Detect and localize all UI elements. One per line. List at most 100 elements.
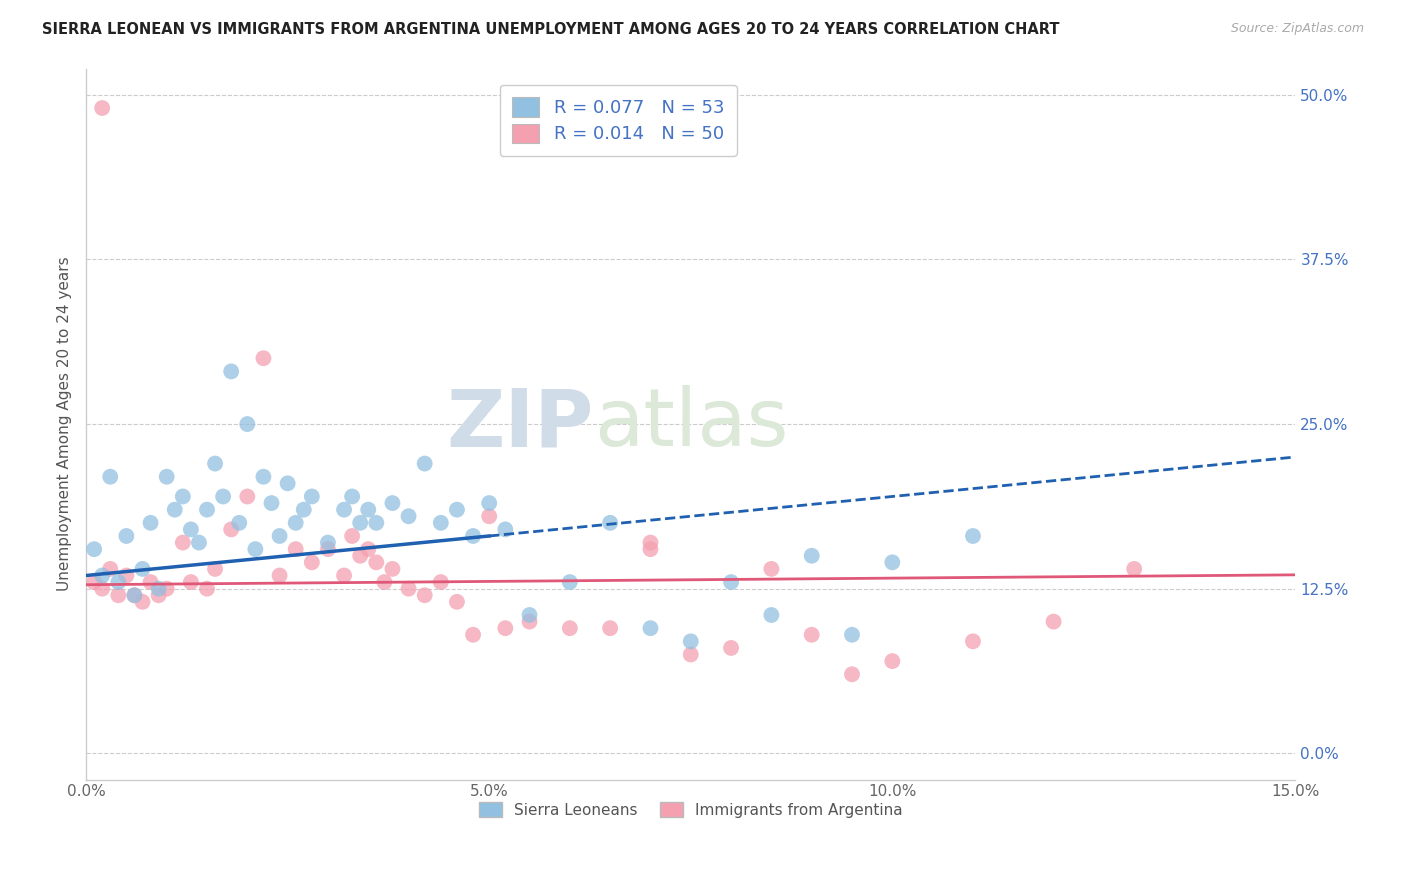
Point xyxy=(187,535,209,549)
Point xyxy=(269,568,291,582)
Point xyxy=(430,516,453,530)
Point xyxy=(180,523,202,537)
Point xyxy=(720,575,742,590)
Point xyxy=(1123,562,1146,576)
Text: SIERRA LEONEAN VS IMMIGRANTS FROM ARGENTINA UNEMPLOYMENT AMONG AGES 20 TO 24 YEA: SIERRA LEONEAN VS IMMIGRANTS FROM ARGENT… xyxy=(42,22,1060,37)
Point xyxy=(340,490,363,504)
Point xyxy=(519,607,541,622)
Point xyxy=(333,568,356,582)
Point xyxy=(156,582,179,596)
Point xyxy=(761,607,783,622)
Point xyxy=(333,502,356,516)
Point xyxy=(98,562,121,576)
Point xyxy=(91,101,114,115)
Point xyxy=(373,575,395,590)
Point xyxy=(139,516,162,530)
Text: atlas: atlas xyxy=(593,385,789,463)
Point xyxy=(720,640,742,655)
Point xyxy=(260,496,283,510)
Point xyxy=(349,549,371,563)
Point xyxy=(107,588,129,602)
Point xyxy=(413,588,436,602)
Point xyxy=(83,575,105,590)
Point xyxy=(115,529,138,543)
Point xyxy=(316,535,339,549)
Point xyxy=(679,634,702,648)
Point xyxy=(841,667,863,681)
Text: Source: ZipAtlas.com: Source: ZipAtlas.com xyxy=(1230,22,1364,36)
Point xyxy=(219,364,242,378)
Point xyxy=(284,516,307,530)
Point xyxy=(478,509,501,524)
Point xyxy=(381,496,404,510)
Point xyxy=(98,469,121,483)
Point xyxy=(640,621,662,635)
Point xyxy=(172,490,194,504)
Point xyxy=(131,595,153,609)
Point xyxy=(172,535,194,549)
Point xyxy=(91,582,114,596)
Point xyxy=(430,575,453,590)
Point xyxy=(219,523,242,537)
Point xyxy=(124,588,146,602)
Point xyxy=(83,542,105,557)
Point xyxy=(446,502,468,516)
Point xyxy=(139,575,162,590)
Point xyxy=(357,542,380,557)
Point xyxy=(640,542,662,557)
Point xyxy=(357,502,380,516)
Y-axis label: Unemployment Among Ages 20 to 24 years: Unemployment Among Ages 20 to 24 years xyxy=(58,257,72,591)
Point xyxy=(461,529,484,543)
Point xyxy=(131,562,153,576)
Point xyxy=(340,529,363,543)
Point xyxy=(962,529,984,543)
Point xyxy=(800,549,823,563)
Point xyxy=(381,562,404,576)
Point xyxy=(841,628,863,642)
Legend: Sierra Leoneans, Immigrants from Argentina: Sierra Leoneans, Immigrants from Argenti… xyxy=(471,794,911,825)
Point xyxy=(446,595,468,609)
Point xyxy=(180,575,202,590)
Point xyxy=(478,496,501,510)
Point xyxy=(398,509,420,524)
Point xyxy=(349,516,371,530)
Point xyxy=(204,457,226,471)
Point xyxy=(252,469,274,483)
Point xyxy=(558,575,581,590)
Point xyxy=(245,542,267,557)
Point xyxy=(212,490,235,504)
Point xyxy=(204,562,226,576)
Point xyxy=(236,417,259,431)
Point xyxy=(148,582,170,596)
Point xyxy=(195,582,218,596)
Point xyxy=(640,535,662,549)
Point xyxy=(599,621,621,635)
Point xyxy=(962,634,984,648)
Point xyxy=(107,575,129,590)
Point xyxy=(599,516,621,530)
Point xyxy=(558,621,581,635)
Point xyxy=(519,615,541,629)
Point xyxy=(366,516,388,530)
Point xyxy=(413,457,436,471)
Point xyxy=(301,490,323,504)
Point xyxy=(882,555,904,569)
Point xyxy=(163,502,186,516)
Text: ZIP: ZIP xyxy=(447,385,593,463)
Point xyxy=(124,588,146,602)
Point xyxy=(494,523,516,537)
Point xyxy=(461,628,484,642)
Point xyxy=(398,582,420,596)
Point xyxy=(1042,615,1064,629)
Point xyxy=(494,621,516,635)
Point xyxy=(800,628,823,642)
Point xyxy=(91,568,114,582)
Point xyxy=(277,476,299,491)
Point xyxy=(316,542,339,557)
Point xyxy=(195,502,218,516)
Point xyxy=(115,568,138,582)
Point xyxy=(301,555,323,569)
Point xyxy=(156,469,179,483)
Point xyxy=(236,490,259,504)
Point xyxy=(761,562,783,576)
